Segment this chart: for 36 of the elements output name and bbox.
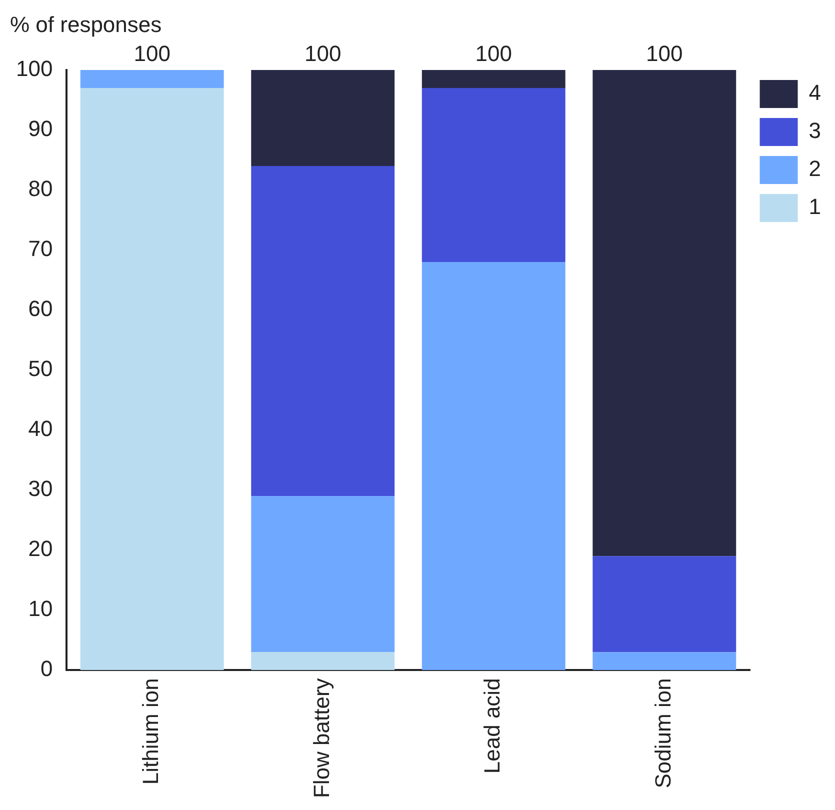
y-tick-label: 0 [40, 656, 53, 682]
bar [592, 556, 736, 652]
bar [80, 70, 224, 88]
y-tick-label: 40 [28, 416, 53, 442]
legend-label: 4 [808, 80, 822, 106]
bar [251, 70, 395, 166]
y-axis-title: % of responses [10, 12, 162, 37]
bar [592, 652, 736, 670]
x-tick-label: Lead acid [480, 678, 505, 774]
y-tick-label: 60 [28, 296, 53, 322]
y-tick-label: 70 [28, 236, 53, 262]
bar [251, 652, 395, 670]
legend-label: 3 [808, 118, 822, 144]
bar [422, 88, 566, 262]
y-tick-label: 90 [28, 116, 53, 142]
bar [80, 88, 224, 670]
bar [251, 496, 395, 652]
y-tick-label: 30 [28, 476, 53, 502]
bar [251, 166, 395, 496]
bar [422, 70, 566, 88]
total-label: 100 [475, 41, 512, 66]
total-label: 100 [304, 41, 342, 66]
legend-label: 1 [808, 194, 822, 220]
y-tick-label: 10 [28, 596, 53, 622]
total-label: 100 [646, 41, 683, 66]
x-tick-label: Flow battery [308, 678, 334, 798]
total-label: 100 [134, 41, 170, 66]
y-tick-label: 80 [28, 176, 53, 202]
bar [592, 70, 736, 556]
legend-label: 2 [808, 156, 822, 182]
bar [422, 262, 566, 670]
y-tick-label: 100 [16, 56, 53, 82]
y-tick-label: 20 [28, 536, 53, 562]
x-tick-label: Sodium ion [650, 678, 676, 788]
x-tick-label: Lithium ion [138, 678, 164, 785]
y-tick-label: 50 [28, 356, 53, 382]
